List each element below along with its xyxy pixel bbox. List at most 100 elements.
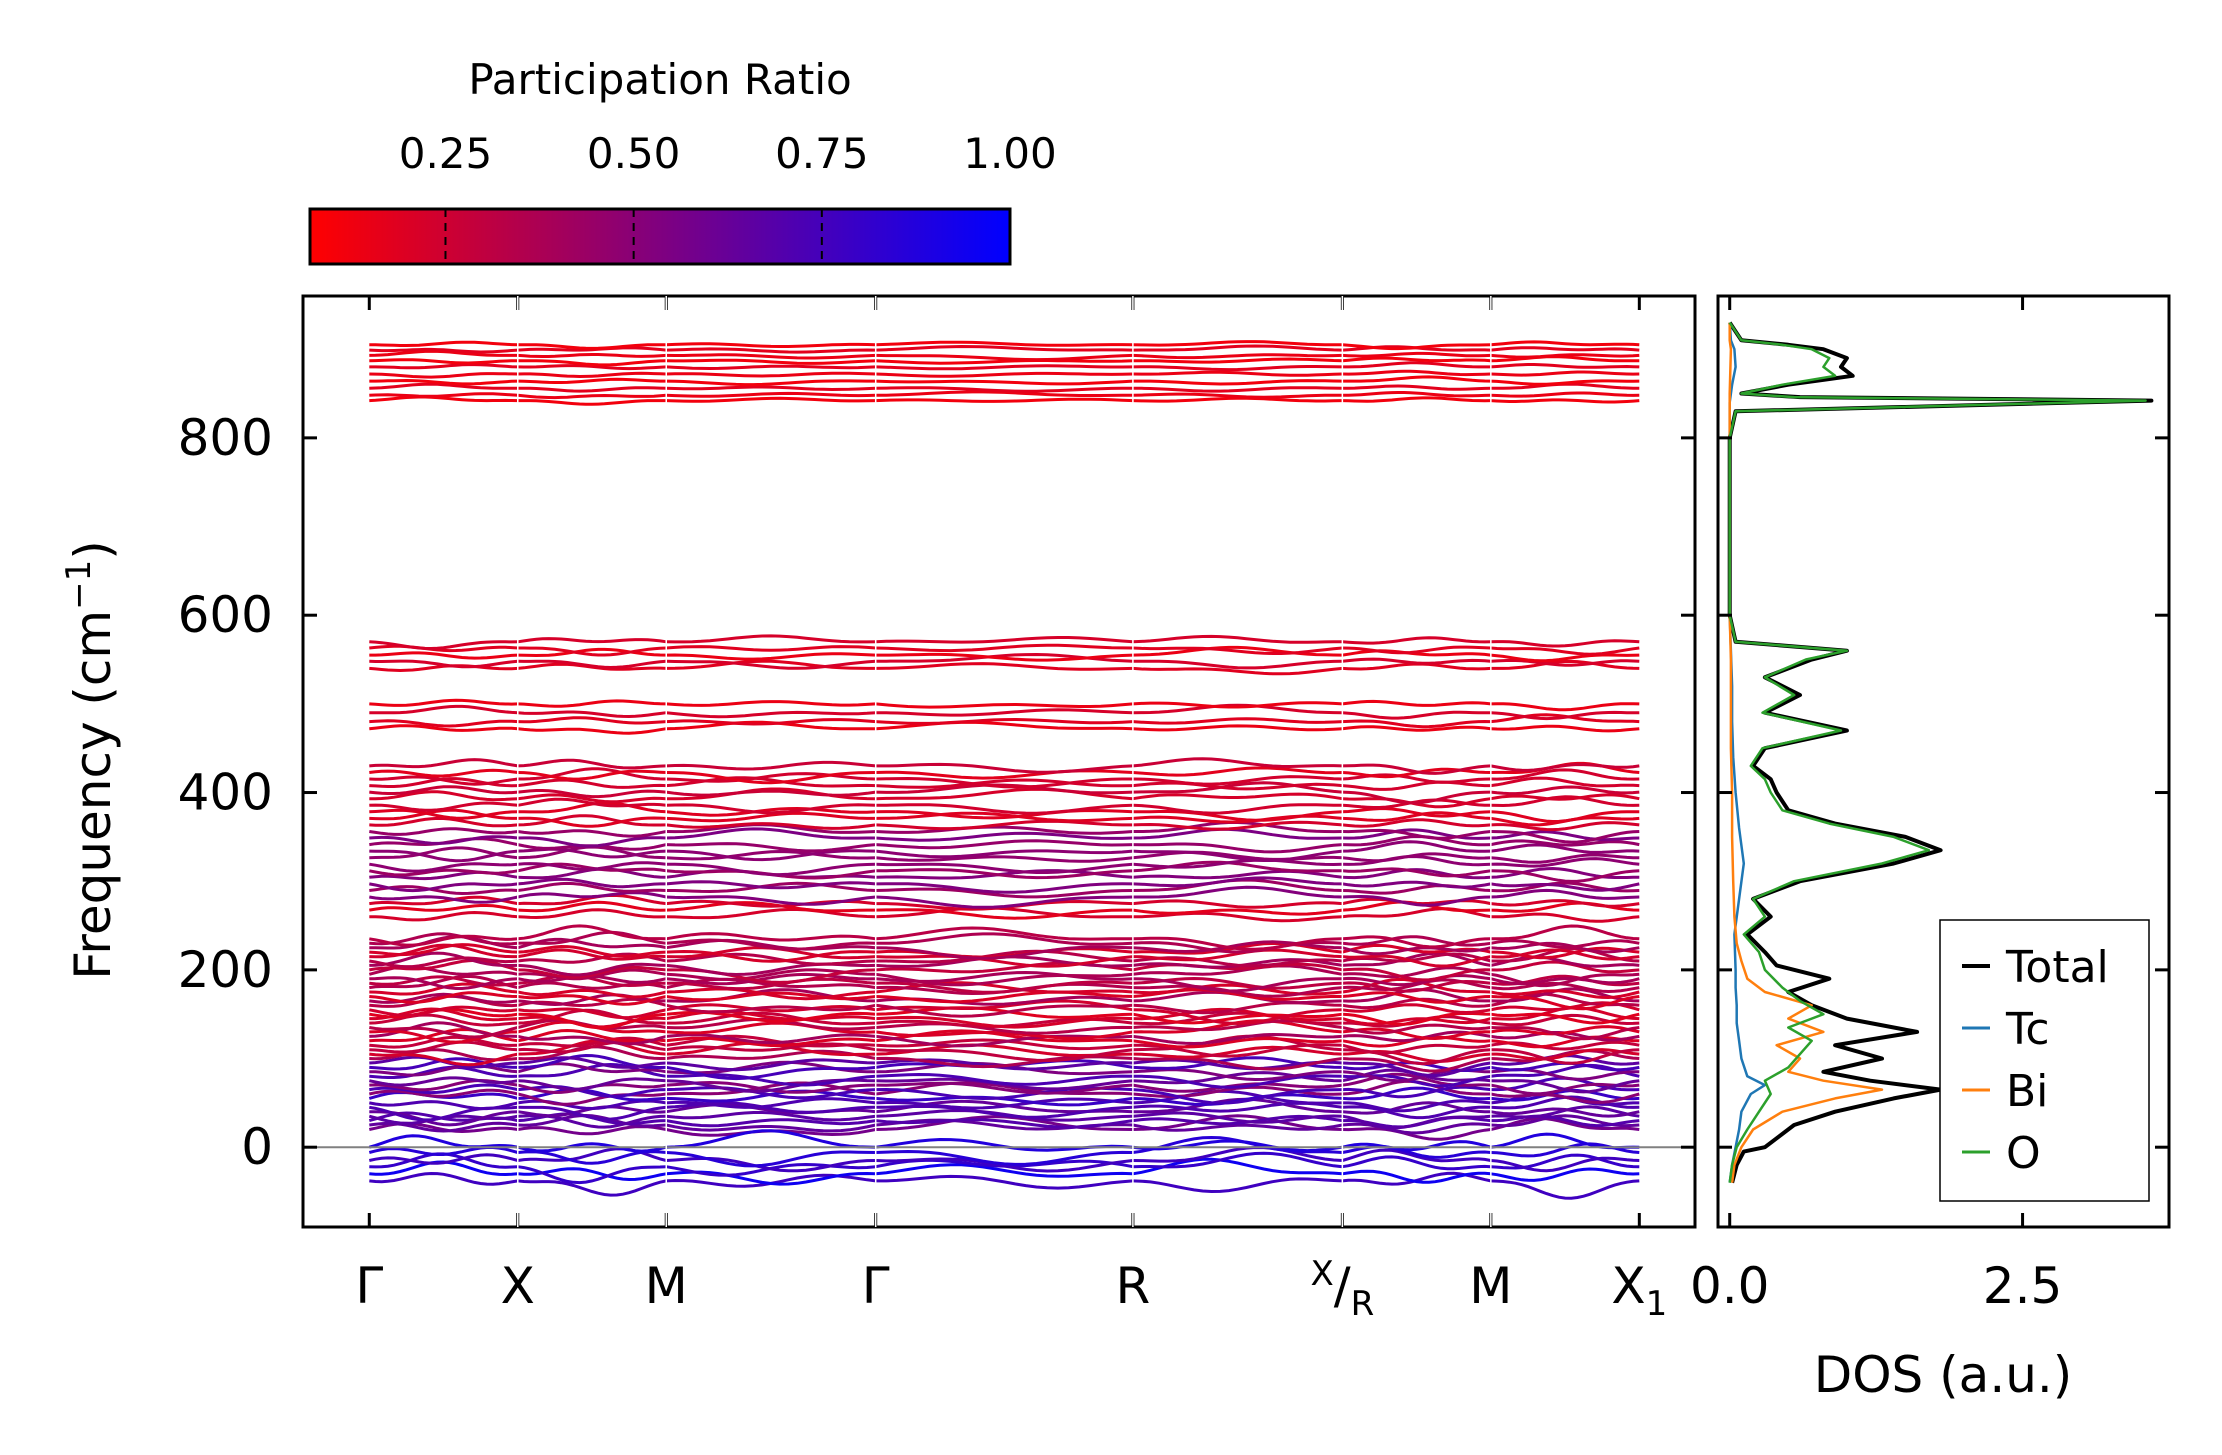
band-high (875, 390, 1133, 397)
band-low (1342, 1003, 1492, 1015)
band-low (1341, 1017, 1492, 1026)
band-mid (369, 910, 518, 922)
colorbar-tick-label: 0.50 (587, 129, 681, 178)
band-mid (517, 793, 667, 804)
band-low (1132, 1032, 1343, 1046)
band-upper-mid (875, 643, 1133, 653)
band-upper-mid (369, 698, 518, 707)
band-mid (517, 877, 667, 889)
band-low (1132, 964, 1343, 976)
band-high (369, 372, 518, 379)
band-unstable (875, 1157, 1134, 1173)
band-low (666, 1021, 876, 1035)
band-high (1132, 340, 1343, 347)
legend-label-o: O (2006, 1128, 2041, 1179)
band-high (1132, 353, 1343, 360)
band-high (1490, 353, 1640, 359)
band-unstable (368, 1153, 519, 1165)
band-upper-mid (875, 720, 1133, 731)
band-low (1342, 951, 1492, 967)
band-upper-mid (517, 637, 667, 644)
y-tick-label: 0 (241, 1118, 273, 1176)
band-upper-mid (1132, 703, 1343, 715)
band-mid (517, 816, 667, 828)
band-low (1342, 973, 1491, 987)
band-low (1490, 1116, 1640, 1131)
band-high (666, 396, 876, 403)
band-unstable (1490, 1153, 1640, 1170)
band-mid (666, 787, 876, 801)
band-upper-mid (517, 716, 667, 725)
band-low (666, 952, 876, 966)
band-high (1490, 363, 1640, 369)
band-low (666, 1036, 876, 1047)
band-high (666, 353, 876, 360)
band-mid (369, 790, 518, 802)
band-low (875, 1081, 1133, 1096)
band-low (1132, 1074, 1343, 1089)
band-mid (1132, 911, 1343, 923)
band-high (369, 358, 518, 365)
band-low (517, 944, 667, 958)
legend-label-tc: Tc (2005, 1004, 2050, 1055)
band-low (1490, 1025, 1640, 1041)
band-mid (1132, 876, 1343, 888)
band-low (875, 1097, 1134, 1110)
band-low (517, 948, 667, 961)
band-low (1342, 1061, 1492, 1078)
band-mid (517, 861, 667, 871)
band-mid (666, 803, 876, 815)
band-mid (1132, 781, 1343, 794)
band-low (1490, 981, 1640, 994)
y-axis-label: Frequency (cm−1) (59, 540, 122, 980)
band-high (875, 397, 1133, 403)
band-mid (369, 895, 519, 904)
band-unstable (1490, 1179, 1640, 1200)
band-upper-mid (517, 727, 667, 735)
band-high (517, 364, 667, 371)
band-mid (517, 778, 667, 789)
band-upper-mid (369, 719, 518, 728)
band-mid (1132, 869, 1343, 880)
band-low (517, 924, 667, 941)
band-upper-mid (517, 699, 667, 708)
band-low (1132, 1045, 1343, 1059)
band-upper-mid (369, 724, 518, 732)
colorbar-title: Participation Ratio (468, 55, 851, 104)
band-upper-mid (666, 652, 876, 661)
band-low (369, 1040, 518, 1054)
band-mid (666, 842, 876, 853)
band-low (1342, 1105, 1491, 1120)
band-unstable (1490, 1156, 1640, 1173)
band-low (1490, 972, 1640, 988)
band-unstable (1342, 1169, 1491, 1184)
band-upper-mid (875, 662, 1133, 671)
band-low (1490, 977, 1640, 986)
band-low (1490, 1089, 1640, 1102)
band-upper-mid (1342, 662, 1491, 671)
band-unstable (1490, 1142, 1640, 1158)
band-low (1490, 948, 1640, 961)
band-low (1342, 935, 1491, 947)
band-low (517, 1007, 667, 1020)
band-high (1132, 396, 1343, 403)
band-high (666, 391, 876, 398)
band-high (1132, 365, 1343, 372)
band-mid (1132, 850, 1343, 861)
band-low (517, 962, 667, 977)
band-low (1132, 1123, 1343, 1132)
band-low (517, 988, 667, 999)
band-low (517, 1056, 667, 1069)
band-mid (517, 814, 667, 827)
band-upper-mid (517, 647, 667, 658)
k-point-label: X (501, 1257, 535, 1315)
band-mid (1490, 912, 1640, 923)
band-low (665, 932, 876, 942)
band-upper-mid (666, 659, 876, 670)
band-low (666, 1033, 876, 1045)
band-mid (517, 836, 667, 848)
band-mid (666, 862, 876, 877)
band-upper-mid (1342, 645, 1491, 655)
band-upper-mid (1342, 657, 1491, 665)
band-low (517, 1092, 667, 1106)
